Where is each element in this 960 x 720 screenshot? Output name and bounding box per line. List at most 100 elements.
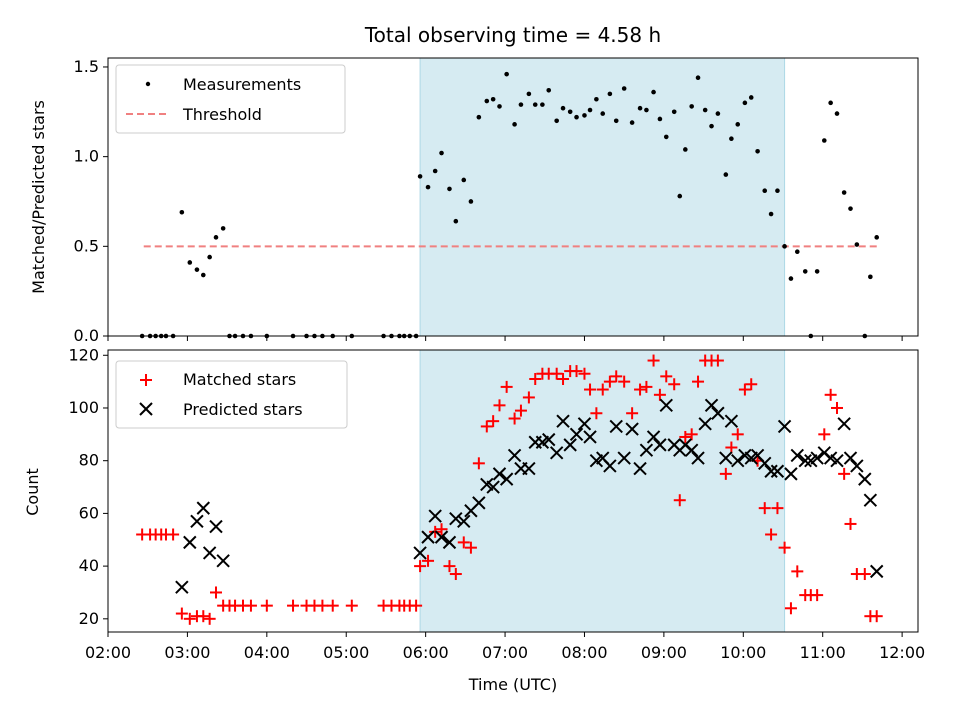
predicted-star-point — [556, 414, 570, 428]
matched-star-point — [679, 430, 692, 443]
matched-star-point — [818, 428, 831, 441]
measurement-point — [715, 111, 721, 116]
observing-span — [419, 349, 786, 633]
top-panel: 0.0 0.5 1.0 1.5 Total observing time = 4.58… — [29, 23, 919, 345]
legend-measurements-marker — [145, 81, 151, 87]
measurement-point — [613, 118, 619, 124]
predicted-star-point — [784, 467, 798, 481]
measurement-point — [447, 186, 452, 192]
measurement-point — [213, 235, 219, 240]
x-tick-label: 12:00 — [879, 643, 925, 662]
matched-star-point — [731, 428, 744, 441]
matched-star-point — [626, 407, 639, 420]
bottom-legend: Matched stars Predicted stars — [115, 360, 348, 429]
predicted-star-point — [691, 451, 705, 465]
predicted-star-point — [603, 459, 617, 473]
matched-star-point — [858, 568, 871, 581]
predicted-star-point — [719, 451, 733, 465]
matched-star-point — [596, 383, 609, 396]
matched-star-point — [197, 610, 210, 623]
y-tick-label: 60 — [79, 503, 99, 522]
matched-star-point — [316, 599, 329, 612]
predicted-star-point — [684, 443, 699, 457]
measurement-point — [540, 102, 545, 107]
measurement-point — [709, 123, 714, 129]
matched-star-point — [590, 407, 603, 420]
measurement-point — [594, 96, 599, 102]
measurement-point — [504, 71, 509, 77]
predicted-star-point — [758, 456, 772, 471]
matched-star-point — [167, 528, 180, 541]
measurement-point — [453, 218, 459, 224]
measurement-point — [742, 100, 748, 106]
bottom-panel: 20 40 60 80 100 120 02:00 03:00 04:00 05:00 06:00… — [23, 345, 925, 694]
measurement-point — [663, 134, 669, 140]
measurement-point — [554, 118, 559, 124]
measurement-point — [567, 109, 573, 115]
top-y-ticks: 0.0 0.5 1.0 1.5 — [74, 57, 108, 345]
matched-star-point — [260, 599, 273, 612]
matched-star-point — [584, 383, 597, 396]
matched-star-point — [844, 517, 857, 530]
matched-star-point — [824, 388, 837, 401]
matched-star-point — [449, 568, 462, 581]
matched-star-point — [557, 372, 570, 385]
legend-predicted-marker — [139, 402, 153, 416]
matched-star-point — [480, 420, 493, 433]
matched-star-point — [603, 375, 616, 388]
top-axes-frame — [107, 57, 919, 337]
predicted-star-point — [790, 448, 805, 463]
measurement-point — [468, 199, 474, 204]
measurement-point — [854, 242, 860, 247]
predicted-star-point — [486, 480, 500, 494]
predicted-star-point — [609, 419, 623, 434]
measurement-point — [476, 114, 482, 120]
matched-star-point — [738, 383, 751, 396]
matched-star-point — [692, 375, 705, 388]
predicted-star-point — [777, 419, 792, 434]
measurement-point — [194, 267, 200, 272]
measurement-point — [187, 260, 193, 265]
matched-star-point — [464, 541, 477, 554]
matched-star-point — [457, 536, 470, 549]
top-y-axis-label: Matched/Predicted stars — [29, 100, 48, 294]
measurement-point — [532, 102, 538, 107]
counts-layer — [136, 354, 884, 625]
measurement-point — [574, 114, 579, 120]
matched-star-point — [685, 428, 698, 441]
matched-star-point — [831, 401, 843, 414]
measurement-point — [179, 209, 185, 215]
predicted-star-point — [863, 493, 878, 507]
matched-star-point — [653, 388, 666, 401]
measurement-point — [821, 138, 827, 143]
measurement-point — [497, 104, 502, 109]
predicted-star-point — [472, 496, 486, 510]
predicted-star-point — [577, 417, 592, 431]
predicted-star-point — [659, 398, 673, 413]
x-tick-label: 03:00 — [164, 643, 210, 662]
measurement-point — [735, 122, 741, 127]
matched-star-point — [668, 378, 681, 391]
predicted-star-point — [413, 546, 427, 560]
predicted-star-point — [457, 514, 471, 529]
predicted-star-point — [698, 417, 712, 431]
predicted-star-point — [202, 546, 217, 560]
measurement-point — [702, 107, 708, 113]
measurement-point — [782, 244, 787, 249]
measurement-point — [629, 120, 635, 125]
predicted-star-point — [764, 464, 778, 478]
predicted-star-point — [569, 427, 584, 442]
x-tick-label: 09:00 — [641, 643, 687, 662]
predicted-star-point — [850, 459, 864, 473]
measurement-point — [841, 190, 847, 195]
matched-star-point — [765, 528, 778, 541]
bottom-x-ticks: 02:00 03:00 04:00 05:00 06:00 07:00 08:00 09:00… — [85, 632, 925, 662]
matched-star-point — [660, 370, 673, 383]
measurement-point — [484, 98, 490, 104]
predicted-star-point — [549, 446, 564, 460]
measurement-point — [439, 150, 444, 156]
predicted-star-point — [625, 422, 639, 436]
legend-matched-label: Matched stars — [183, 370, 296, 389]
y-tick-label: 0.5 — [74, 236, 99, 255]
